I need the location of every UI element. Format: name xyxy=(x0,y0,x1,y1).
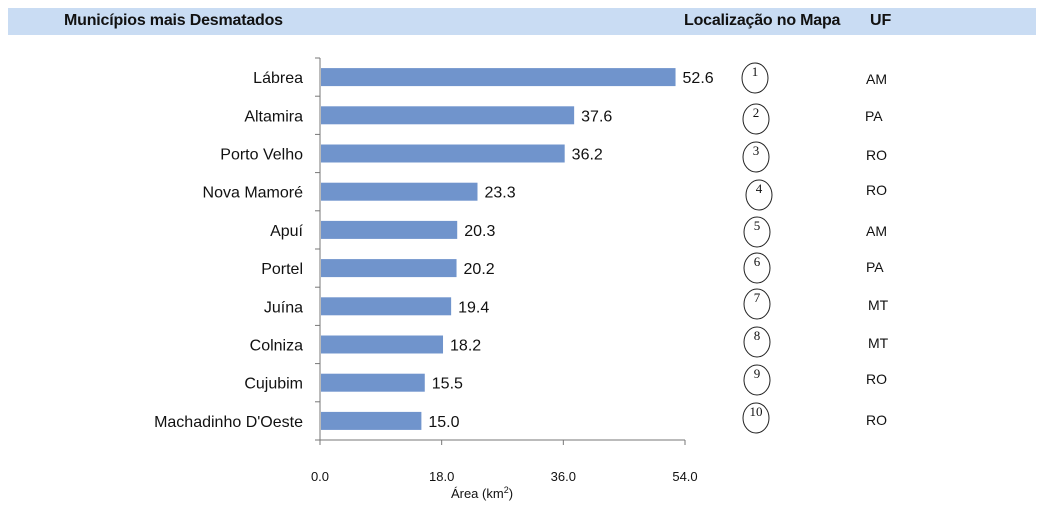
value-label: 18.2 xyxy=(450,338,481,355)
value-label: 15.5 xyxy=(432,376,463,393)
category-label: Porto Velho xyxy=(220,147,303,164)
value-label: 36.2 xyxy=(572,147,603,164)
category-label: Nova Mamoré xyxy=(203,185,304,202)
map-location-header: Localização no Mapa xyxy=(684,12,841,29)
map-position-number: 8 xyxy=(754,328,761,343)
category-label: Portel xyxy=(261,261,303,278)
category-label: Colniza xyxy=(250,338,303,355)
category-label: Cujubim xyxy=(244,376,303,393)
category-label: Altamira xyxy=(244,108,303,125)
category-label: Lábrea xyxy=(253,70,303,87)
x-axis-title: Área (km2) xyxy=(451,485,513,501)
value-label: 20.3 xyxy=(464,223,495,240)
value-label: 19.4 xyxy=(458,299,489,316)
bar xyxy=(321,335,444,354)
bar xyxy=(321,144,565,163)
map-position-number: 3 xyxy=(753,143,760,158)
map-position-circle xyxy=(741,62,769,94)
category-label: Juína xyxy=(264,299,303,316)
bar xyxy=(321,259,457,278)
x-tick-label: 0.0 xyxy=(311,469,329,484)
value-label: 37.6 xyxy=(581,108,612,125)
x-tick-label: 18.0 xyxy=(429,469,454,484)
category-label: Apuí xyxy=(270,223,303,240)
map-position-circle xyxy=(745,179,773,211)
uf-label: PA xyxy=(865,108,883,124)
bar xyxy=(321,68,676,87)
uf-label: RO xyxy=(866,147,887,163)
bar xyxy=(321,182,478,201)
bars-group: 52.6 37.6 36.2 23.3 20.3 20.2 19.4 18.2 15.5 15.0 xyxy=(321,68,714,431)
map-position-circle xyxy=(742,103,770,135)
map-position-circle xyxy=(742,402,770,434)
bar xyxy=(321,411,422,430)
bar xyxy=(321,297,452,316)
map-position-circle xyxy=(742,141,770,173)
map-position-number: 7 xyxy=(754,290,761,305)
map-position-number: 1 xyxy=(752,64,759,79)
axes-group: Lábrea Altamira Porto Velho Nova Mamoré Apuí… xyxy=(154,57,698,501)
category-label: Machadinho D'Oeste xyxy=(154,414,303,431)
uf-header: UF xyxy=(870,12,892,29)
map-position-number: 2 xyxy=(753,105,760,120)
uf-label: RO xyxy=(866,371,887,387)
uf-label: PA xyxy=(866,259,884,275)
map-position-circle xyxy=(743,326,771,358)
uf-label: RO xyxy=(866,412,887,428)
value-label: 23.3 xyxy=(484,185,515,202)
uf-label: AM xyxy=(866,71,887,87)
map-position-circle xyxy=(743,252,771,284)
uf-label: RO xyxy=(866,182,887,198)
uf-label: MT xyxy=(868,335,889,351)
map-position-number: 5 xyxy=(754,218,761,233)
map-uf-column: 1 2 3 4 5 6 7 8 9 10 AM PA RO RO AM PA MT MT RO RO xyxy=(741,62,889,434)
map-position-number: 6 xyxy=(754,254,761,269)
map-position-number: 10 xyxy=(750,404,763,419)
value-label: 20.2 xyxy=(464,261,495,278)
map-position-circle xyxy=(743,216,771,248)
map-position-number: 4 xyxy=(756,181,763,196)
chart-title: Municípios mais Desmatados xyxy=(64,12,283,29)
bar xyxy=(321,373,425,392)
map-position-circle xyxy=(743,288,771,320)
uf-label: AM xyxy=(866,223,887,239)
bar xyxy=(321,220,458,239)
uf-label: MT xyxy=(868,297,889,313)
x-tick-label: 54.0 xyxy=(672,469,697,484)
bar xyxy=(321,106,575,125)
value-label: 15.0 xyxy=(428,414,459,431)
x-tick-label: 36.0 xyxy=(551,469,576,484)
map-position-circle xyxy=(743,364,771,396)
value-label: 52.6 xyxy=(683,70,714,87)
map-position-number: 9 xyxy=(754,366,761,381)
header-bar xyxy=(8,8,1036,35)
